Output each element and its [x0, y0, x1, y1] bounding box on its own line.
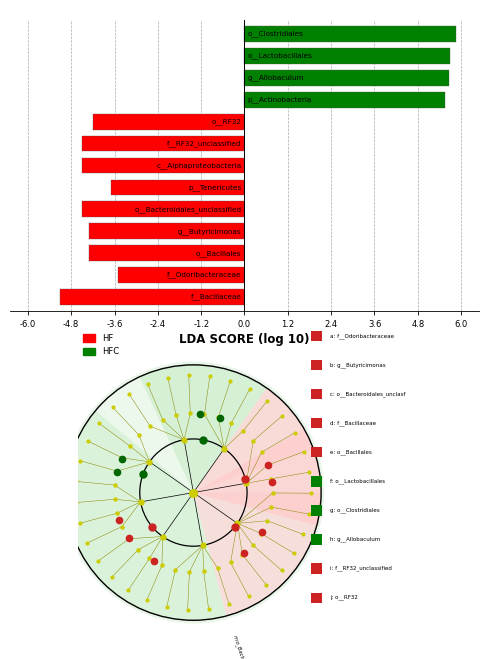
Text: p__Tenericutes: p__Tenericutes — [188, 184, 241, 191]
Bar — [118, 267, 244, 283]
FancyBboxPatch shape — [310, 505, 321, 515]
FancyBboxPatch shape — [310, 534, 321, 544]
FancyBboxPatch shape — [310, 331, 321, 341]
Bar — [93, 114, 244, 130]
FancyBboxPatch shape — [310, 563, 321, 574]
FancyBboxPatch shape — [310, 592, 321, 603]
Text: f__RF32_unclassified: f__RF32_unclassified — [167, 140, 241, 147]
Legend: HF, HFC: HF, HFC — [79, 331, 122, 360]
Text: o__RF32: o__RF32 — [211, 119, 241, 125]
Text: g__Butyricimonas: g__Butyricimonas — [178, 228, 241, 235]
Text: o__Lactobacillales: o__Lactobacillales — [247, 53, 312, 59]
Text: h: g__Allobaculum: h: g__Allobaculum — [329, 536, 379, 542]
Text: a: f__Odoribacteraceae: a: f__Odoribacteraceae — [329, 333, 393, 339]
Text: p__Actinobacteria: p__Actinobacteria — [247, 96, 311, 103]
FancyBboxPatch shape — [310, 389, 321, 399]
Circle shape — [63, 362, 323, 623]
Text: m:o_Bacteroidales_unclasf.: m:o_Bacteroidales_unclasf. — [231, 635, 259, 659]
FancyBboxPatch shape — [310, 476, 321, 486]
Bar — [82, 136, 244, 152]
FancyBboxPatch shape — [310, 447, 321, 457]
Bar — [89, 223, 244, 239]
Text: c: o__Bacteroidales_unclasf: c: o__Bacteroidales_unclasf — [329, 391, 405, 397]
Text: o__Bacillales: o__Bacillales — [196, 250, 241, 256]
Text: c__Alphaproteobacteria: c__Alphaproteobacteria — [156, 162, 241, 169]
Text: f: o__Lactobacillales: f: o__Lactobacillales — [329, 478, 384, 484]
Text: b: g__Butyricimonas: b: g__Butyricimonas — [329, 362, 385, 368]
Text: f__Odoribacteraceae: f__Odoribacteraceae — [167, 272, 241, 279]
Bar — [244, 70, 447, 86]
Text: e: o__Bacillales: e: o__Bacillales — [329, 449, 371, 455]
Text: g: o__Clostridiales: g: o__Clostridiales — [329, 507, 379, 513]
Bar — [244, 92, 444, 107]
Text: g__Allobaculum: g__Allobaculum — [247, 74, 303, 81]
Wedge shape — [65, 411, 226, 620]
Wedge shape — [193, 429, 321, 526]
Legend: HF, HFC: HF, HFC — [15, 0, 114, 3]
Text: i: f__RF32_unclassified: i: f__RF32_unclassified — [329, 565, 391, 571]
X-axis label: LDA SCORE (log 10): LDA SCORE (log 10) — [179, 333, 309, 347]
Bar — [89, 245, 244, 261]
Bar — [82, 158, 244, 173]
Bar — [244, 48, 449, 64]
Text: j: o__RF32: j: o__RF32 — [329, 595, 357, 600]
FancyBboxPatch shape — [310, 418, 321, 428]
Bar — [111, 179, 244, 195]
Bar — [60, 289, 244, 305]
FancyBboxPatch shape — [310, 360, 321, 370]
Bar — [82, 202, 244, 217]
Text: f__Bacillaceae: f__Bacillaceae — [190, 294, 241, 301]
Bar — [244, 26, 455, 42]
Wedge shape — [139, 365, 266, 492]
Wedge shape — [193, 388, 313, 492]
Text: d: f__Bacillaceae: d: f__Bacillaceae — [329, 420, 375, 426]
Text: o__Bacteroidales_unclassified: o__Bacteroidales_unclassified — [134, 206, 241, 213]
Wedge shape — [193, 492, 321, 616]
Text: o__Clostridiales: o__Clostridiales — [247, 30, 303, 38]
